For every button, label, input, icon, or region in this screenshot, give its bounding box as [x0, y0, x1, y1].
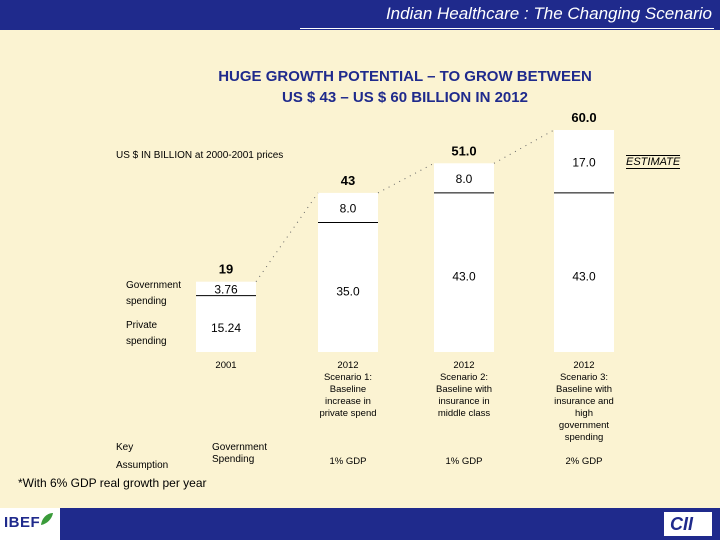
bar-private-1	[318, 222, 378, 352]
bar-private-label-2: 43.0	[452, 269, 476, 283]
title-underline	[300, 28, 714, 29]
ibef-logo: IBEF	[0, 508, 60, 540]
growth-dotted-line-1	[377, 162, 435, 194]
key-government-spending: Government Spending	[212, 442, 268, 465]
cii-logo: CII	[664, 512, 712, 536]
bar-private-0	[196, 295, 256, 352]
assumption-value-1: 1% GDP	[330, 456, 367, 467]
category-label-line: Scenario 2:	[440, 372, 488, 383]
bar-total-label-1: 43	[341, 173, 355, 188]
bar-private-3	[554, 192, 614, 352]
category-label-line: Baseline with	[556, 384, 612, 395]
bar-government-label-0: 3.76	[214, 283, 238, 297]
category-label-line: high	[575, 408, 593, 419]
footnote: *With 6% GDP real growth per year	[18, 476, 207, 490]
key-label: Key	[116, 442, 134, 453]
category-label-line: insurance and	[554, 396, 614, 407]
bar-private-label-1: 35.0	[336, 284, 360, 298]
category-label-line: private spend	[319, 408, 376, 419]
category-label-0: 2001	[215, 360, 236, 371]
bar-total-label-0: 19	[219, 262, 233, 277]
category-label-line: 2012	[337, 360, 358, 371]
header-bar: Indian Healthcare : The Changing Scenari…	[0, 0, 720, 30]
category-label-line: Baseline	[330, 384, 366, 395]
bar-private-2	[434, 192, 494, 352]
bar-total-label-2: 51.0	[451, 143, 476, 158]
bar-private-label-3: 43.0	[572, 269, 596, 283]
growth-dotted-line-2	[493, 129, 555, 164]
category-label-line: Scenario 1:	[324, 372, 372, 383]
category-label-line: 2012	[573, 360, 594, 371]
category-label-line: middle class	[438, 408, 491, 419]
bar-government-label-2: 8.0	[456, 172, 473, 186]
assumption-value-2: 1% GDP	[446, 456, 483, 467]
category-label-line: Baseline with	[436, 384, 492, 395]
bar-government-1	[318, 192, 378, 223]
units-note: US $ IN BILLION at 2000-2001 prices	[116, 150, 284, 161]
legend-government: Government spending	[126, 280, 182, 307]
chart-heading: HUGE GROWTH POTENTIAL – TO GROW BETWEEN …	[0, 66, 720, 108]
category-label-line: Scenario 3:	[560, 372, 608, 383]
bar-total-label-3: 60.0	[571, 110, 596, 125]
category-label-2: 2012 Scenario 2: Baseline with insurance in…	[436, 360, 492, 419]
category-label-line: insurance in	[438, 396, 489, 407]
bar-government-label-3: 17.0	[572, 155, 596, 169]
footer-bar	[0, 508, 720, 540]
assumption-label: Assumption	[116, 460, 169, 471]
heading-line2: US $ 43 – US $ 60 BILLION IN 2012	[282, 89, 528, 106]
assumption-value-3: 2% GDP	[566, 456, 603, 467]
category-label-line: government	[559, 420, 610, 431]
bar-government-label-1: 8.0	[340, 202, 357, 216]
category-label-line: 2001	[215, 360, 236, 371]
bar-private-label-0: 15.24	[211, 321, 241, 335]
bar-government-2	[434, 163, 494, 193]
slide-title: Indian Healthcare : The Changing Scenari…	[385, 4, 712, 23]
category-label-3: 2012 Scenario 3: Baseline with insurance an…	[554, 360, 614, 443]
heading-line1: HUGE GROWTH POTENTIAL – TO GROW BETWEEN	[218, 68, 592, 85]
category-label-line: increase in	[325, 396, 371, 407]
cii-logo-text: CII	[670, 514, 694, 534]
ibef-logo-text: IBEF	[4, 514, 41, 531]
growth-dotted-line-0	[255, 192, 319, 282]
bar-government-3	[554, 130, 614, 193]
category-label-1: 2012 Scenario 1: Baseline increase in privat…	[319, 360, 376, 419]
estimate-label: ESTIMATE	[626, 155, 681, 169]
leaf-icon	[41, 513, 53, 525]
bar-government-0	[196, 281, 256, 296]
legend-private: Private spending	[126, 320, 167, 347]
category-label-line: 2012	[453, 360, 474, 371]
category-label-line: spending	[565, 432, 604, 443]
